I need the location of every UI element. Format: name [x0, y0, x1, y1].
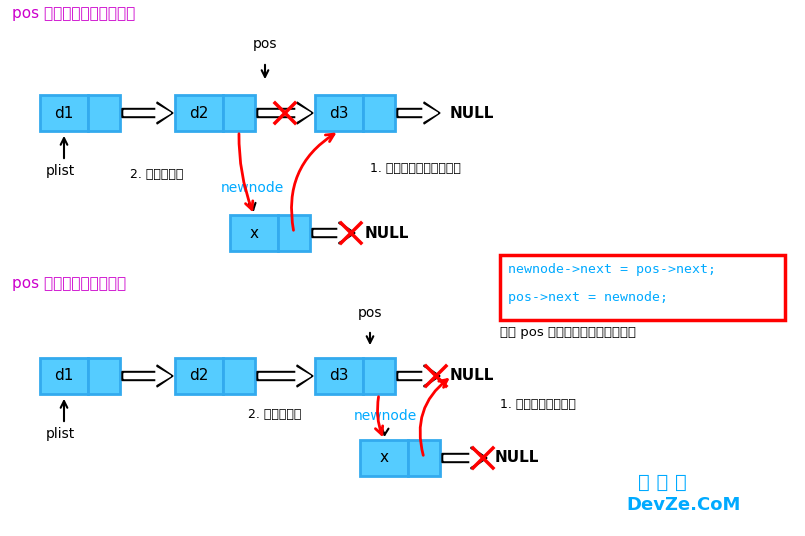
Text: pos 不是最后一个结点时：: pos 不是最后一个结点时： [12, 6, 135, 21]
Bar [363, 95, 395, 131]
Polygon shape [259, 367, 311, 385]
Polygon shape [259, 105, 311, 122]
Bar [88, 358, 120, 394]
Polygon shape [257, 102, 313, 124]
Bar [363, 358, 395, 394]
Text: 2. 指向新结点: 2. 指向新结点 [130, 168, 184, 181]
Bar [223, 95, 255, 131]
Bar [500, 255, 785, 320]
Text: d3: d3 [329, 106, 349, 121]
Bar [175, 358, 223, 394]
Text: pos: pos [253, 37, 277, 51]
Text: NULL: NULL [495, 450, 539, 465]
Bar [408, 440, 440, 476]
Polygon shape [314, 225, 353, 242]
Polygon shape [122, 102, 173, 124]
Text: d2: d2 [189, 369, 208, 383]
Polygon shape [442, 447, 487, 469]
Text: d1: d1 [54, 369, 74, 383]
Polygon shape [444, 449, 485, 467]
Polygon shape [399, 105, 438, 122]
Text: plist: plist [46, 164, 75, 178]
Text: 1. 新结点指向后一个结点: 1. 新结点指向后一个结点 [370, 162, 461, 175]
Bar [360, 440, 408, 476]
Bar [315, 358, 363, 394]
Text: DevZe.CoM: DevZe.CoM [626, 496, 741, 514]
Bar [278, 215, 310, 251]
Bar [40, 358, 88, 394]
Polygon shape [124, 367, 171, 385]
Bar [223, 358, 255, 394]
Polygon shape [124, 105, 171, 122]
Text: d3: d3 [329, 369, 349, 383]
Text: newnode: newnode [221, 181, 283, 195]
Text: NULL: NULL [365, 226, 410, 241]
Text: pos 是最后一个结点时：: pos 是最后一个结点时： [12, 276, 126, 291]
Text: pos->next = newnode;: pos->next = newnode; [508, 291, 668, 304]
Bar [175, 95, 223, 131]
Text: 无论 pos 在什么位置，处理都一样: 无论 pos 在什么位置，处理都一样 [500, 326, 636, 339]
Text: NULL: NULL [450, 369, 494, 383]
Text: newnode->next = pos->next;: newnode->next = pos->next; [508, 263, 716, 276]
Text: 1. 新结点指向后一个: 1. 新结点指向后一个 [500, 398, 576, 411]
Bar [40, 95, 88, 131]
Polygon shape [397, 102, 440, 124]
Bar [315, 95, 363, 131]
Polygon shape [122, 365, 173, 387]
Bar [88, 95, 120, 131]
Bar [230, 215, 278, 251]
Text: d1: d1 [54, 106, 74, 121]
Polygon shape [312, 222, 355, 244]
Text: newnode: newnode [353, 409, 417, 423]
Text: plist: plist [46, 427, 75, 441]
Text: pos: pos [357, 306, 382, 320]
Text: x: x [250, 226, 258, 241]
Polygon shape [397, 365, 440, 387]
Text: 开 发 者: 开 发 者 [638, 473, 687, 492]
Polygon shape [399, 367, 438, 385]
Text: x: x [379, 450, 389, 465]
Text: d2: d2 [189, 106, 208, 121]
Text: 2. 指向新结点: 2. 指向新结点 [248, 408, 301, 421]
Text: NULL: NULL [450, 106, 494, 121]
Polygon shape [257, 365, 313, 387]
